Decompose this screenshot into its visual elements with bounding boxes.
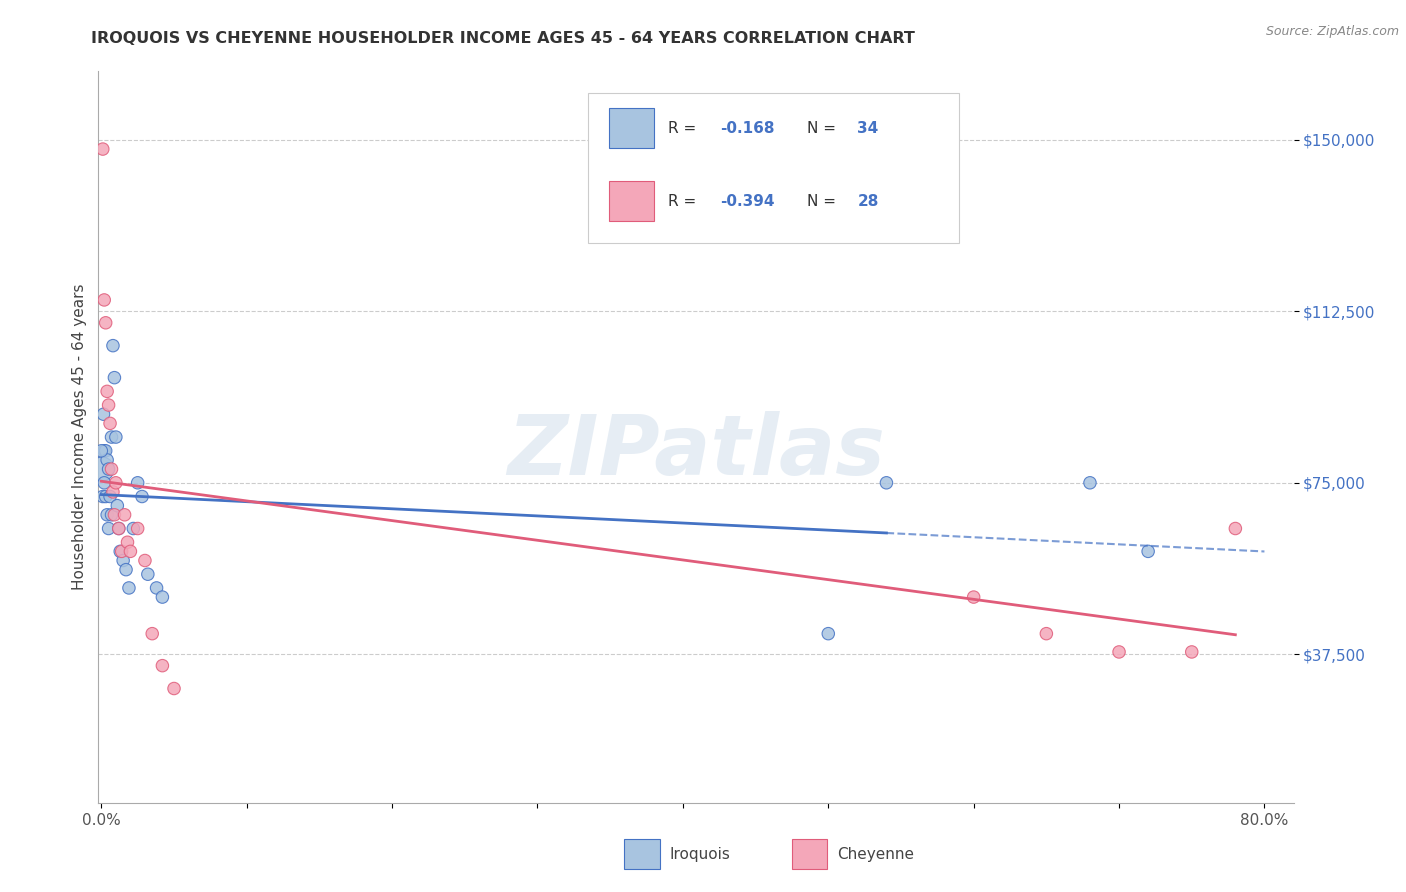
Point [93,293,115,307]
Point [117,535,139,549]
Y-axis label: Householder Income Ages 45 - 64 years: Householder Income Ages 45 - 64 years [72,284,87,591]
Point [104,475,127,490]
Text: R =: R = [668,194,702,209]
Point [100,508,122,522]
Point [97,398,120,412]
Point [96,384,118,399]
Point [122,521,145,535]
Point [136,567,159,582]
FancyBboxPatch shape [792,839,828,869]
Point [110,544,132,558]
Text: N =: N = [807,194,841,209]
Point [118,581,141,595]
Point [93,407,115,421]
Point [127,521,149,535]
Point [90,443,112,458]
Point [875,475,897,490]
FancyBboxPatch shape [589,94,959,244]
Point [150,658,173,673]
Point [91,142,114,156]
Text: Source: ZipAtlas.com: Source: ZipAtlas.com [1265,25,1399,38]
Text: Cheyenne: Cheyenne [837,847,914,862]
Point [101,338,124,352]
Text: ZIPatlas: ZIPatlas [508,411,884,492]
Text: -0.168: -0.168 [720,121,775,136]
Point [100,430,122,444]
Point [94,443,117,458]
Point [1108,645,1130,659]
Point [93,443,115,458]
Text: N =: N = [807,121,841,136]
Point [817,626,839,640]
Point [145,581,167,595]
Point [94,316,117,330]
Text: 28: 28 [858,194,879,209]
Text: R =: R = [668,121,702,136]
Point [1181,645,1204,659]
Point [150,590,173,604]
FancyBboxPatch shape [609,108,654,148]
Text: Iroquois: Iroquois [669,847,731,862]
Point [963,590,986,604]
Point [131,490,153,504]
Point [134,553,156,567]
Point [1137,544,1160,558]
Point [96,508,118,522]
Point [97,462,120,476]
Point [107,521,129,535]
Point [100,462,122,476]
Text: -0.394: -0.394 [720,194,775,209]
Point [98,490,121,504]
Point [163,681,186,696]
Point [111,544,134,558]
Point [1225,521,1247,535]
Point [96,453,118,467]
Point [103,508,125,522]
Point [91,490,114,504]
Point [94,490,117,504]
Point [112,553,135,567]
Point [101,485,124,500]
Point [141,626,163,640]
Point [127,475,149,490]
Point [93,475,115,490]
Point [114,508,136,522]
Point [1078,475,1101,490]
Text: IROQUOIS VS CHEYENNE HOUSEHOLDER INCOME AGES 45 - 64 YEARS CORRELATION CHART: IROQUOIS VS CHEYENNE HOUSEHOLDER INCOME … [91,31,915,46]
Point [97,521,120,535]
Point [1035,626,1057,640]
Point [120,544,142,558]
Point [98,417,121,431]
Point [115,563,138,577]
FancyBboxPatch shape [624,839,661,869]
Point [104,430,127,444]
FancyBboxPatch shape [609,181,654,221]
Point [91,462,114,476]
Text: 34: 34 [858,121,879,136]
Point [103,370,125,384]
Point [107,521,129,535]
Point [105,499,128,513]
